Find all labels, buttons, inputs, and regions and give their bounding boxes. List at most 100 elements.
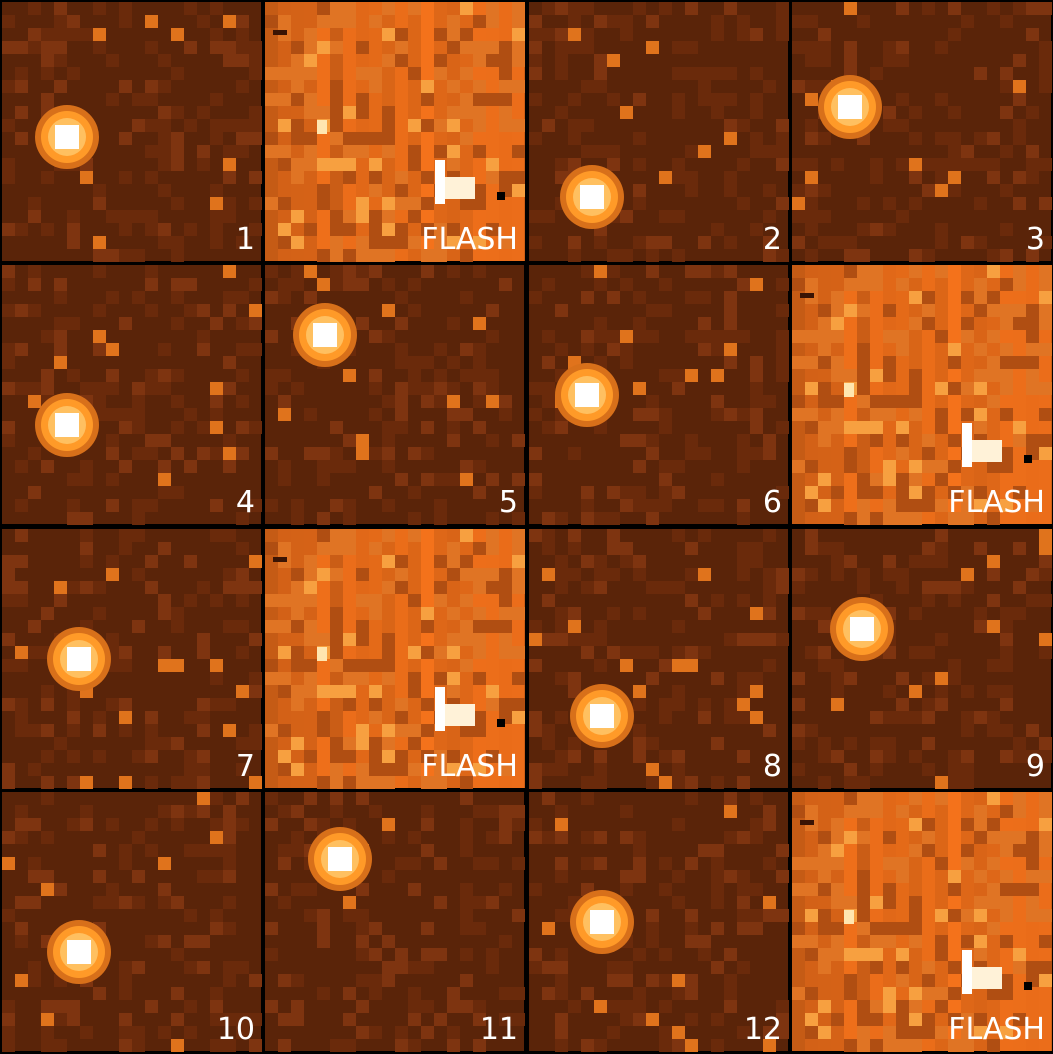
noise-pixel <box>145 119 158 132</box>
noise-pixel <box>776 369 789 382</box>
noise-pixel <box>659 659 672 672</box>
noise-pixel <box>870 935 883 948</box>
noise-pixel <box>1039 805 1052 818</box>
noise-pixel <box>408 672 421 685</box>
noise-pixel <box>568 737 581 750</box>
noise-pixel <box>870 171 883 184</box>
noise-pixel <box>542 594 555 607</box>
noise-pixel <box>447 265 460 278</box>
noise-pixel <box>54 330 67 343</box>
noise-pixel <box>512 646 525 659</box>
noise-pixel <box>145 210 158 223</box>
noise-pixel <box>607 343 620 356</box>
noise-pixel <box>818 184 831 197</box>
noise-pixel <box>369 486 382 499</box>
noise-pixel <box>28 763 41 776</box>
noise-pixel <box>974 408 987 421</box>
noise-pixel <box>1000 67 1013 80</box>
noise-pixel <box>805 119 818 132</box>
noise-pixel <box>724 291 737 304</box>
noise-pixel <box>1039 646 1052 659</box>
noise-pixel <box>408 356 421 369</box>
noise-pixel <box>67 317 80 330</box>
noise-pixel <box>698 948 711 961</box>
noise-pixel <box>171 659 184 672</box>
noise-pixel <box>499 54 512 67</box>
noise-pixel <box>568 236 581 249</box>
noise-pixel <box>304 158 317 171</box>
noise-pixel <box>948 763 961 776</box>
noise-pixel <box>447 568 460 581</box>
noise-pixel <box>948 132 961 145</box>
noise-pixel <box>1039 278 1052 291</box>
noise-pixel <box>356 197 369 210</box>
noise-pixel <box>857 909 870 922</box>
noise-pixel <box>555 750 568 763</box>
noise-pixel <box>750 447 763 460</box>
noise-pixel <box>776 568 789 581</box>
noise-pixel <box>831 883 844 896</box>
noise-pixel <box>421 818 434 831</box>
noise-pixel <box>685 67 698 80</box>
noise-pixel <box>763 434 776 447</box>
noise-pixel <box>870 922 883 935</box>
noise-pixel <box>395 356 408 369</box>
noise-pixel <box>356 776 369 789</box>
noise-pixel <box>685 935 698 948</box>
noise-pixel <box>197 646 210 659</box>
noise-pixel <box>93 711 106 724</box>
noise-pixel <box>486 15 499 28</box>
noise-pixel <box>223 460 236 473</box>
noise-pixel <box>41 1026 54 1039</box>
noise-pixel <box>330 447 343 460</box>
noise-pixel <box>408 1000 421 1013</box>
noise-pixel <box>857 304 870 317</box>
noise-pixel <box>158 473 171 486</box>
noise-pixel <box>831 330 844 343</box>
noise-pixel <box>724 356 737 369</box>
noise-pixel <box>145 750 158 763</box>
noise-pixel <box>581 512 594 525</box>
noise-pixel <box>249 724 262 737</box>
noise-pixel <box>724 831 737 844</box>
noise-pixel <box>555 633 568 646</box>
noise-pixel <box>737 870 750 883</box>
noise-pixel <box>382 750 395 763</box>
noise-pixel <box>948 750 961 763</box>
noise-pixel <box>961 382 974 395</box>
noise-pixel <box>486 581 499 594</box>
noise-pixel <box>1039 317 1052 330</box>
noise-pixel <box>711 672 724 685</box>
noise-pixel <box>633 330 646 343</box>
noise-pixel <box>542 961 555 974</box>
noise-pixel <box>15 724 28 737</box>
noise-pixel <box>223 291 236 304</box>
noise-pixel <box>15 304 28 317</box>
noise-pixel <box>659 883 672 896</box>
noise-pixel <box>935 987 948 1000</box>
noise-pixel <box>633 948 646 961</box>
noise-pixel <box>529 28 542 41</box>
noise-pixel <box>883 408 896 421</box>
noise-pixel <box>304 28 317 41</box>
noise-pixel <box>265 67 278 80</box>
noise-pixel <box>961 317 974 330</box>
noise-pixel <box>473 145 486 158</box>
noise-pixel <box>93 343 106 356</box>
noise-pixel <box>158 343 171 356</box>
noise-pixel <box>41 369 54 382</box>
noise-pixel <box>15 818 28 831</box>
noise-pixel <box>330 2 343 15</box>
noise-pixel <box>857 581 870 594</box>
noise-pixel <box>607 93 620 106</box>
noise-pixel <box>818 317 831 330</box>
noise-pixel <box>210 93 223 106</box>
noise-pixel <box>948 581 961 594</box>
noise-pixel <box>542 529 555 542</box>
noise-pixel <box>278 1039 291 1052</box>
noise-pixel <box>805 93 818 106</box>
noise-pixel <box>909 382 922 395</box>
noise-pixel <box>857 278 870 291</box>
noise-pixel <box>434 145 447 158</box>
noise-pixel <box>1000 659 1013 672</box>
